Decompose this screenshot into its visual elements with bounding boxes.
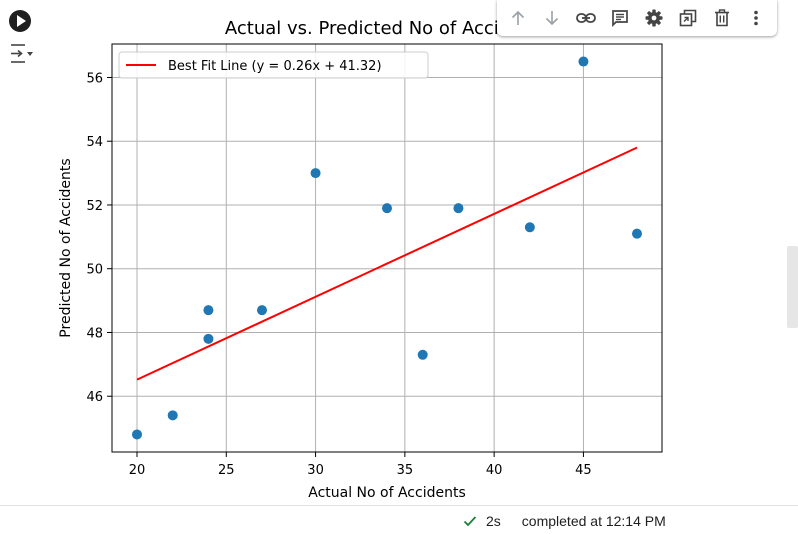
y-tick-label: 48 [86,326,103,341]
more-actions-button[interactable] [739,1,773,35]
data-point [310,168,321,179]
data-point [203,333,214,344]
x-tick-label: 35 [397,463,414,478]
x-axis-label: Actual No of Accidents [308,485,466,501]
move-up-button[interactable] [501,1,535,35]
data-point [203,305,214,316]
run-cell-button[interactable] [9,10,31,32]
y-tick-label: 52 [86,199,103,214]
vertical-scrollbar[interactable] [787,246,798,328]
add-comment-button[interactable] [603,1,637,35]
data-point [382,203,392,214]
trash-icon [715,9,729,27]
x-tick-label: 25 [218,463,235,478]
data-point [453,203,464,214]
comment-icon [612,10,628,28]
mirror-cell-icon [679,9,697,27]
x-tick-label: 45 [575,463,592,478]
x-tick-label: 30 [307,463,324,478]
arrow-up-icon [511,10,525,25]
data-point [417,349,428,360]
chart-output: 20 25 30 35 40 45 46 48 50 52 54 56 Actual vs. Pred… [52,0,672,505]
more-vert-icon [754,10,758,26]
link-icon [576,13,596,23]
mirror-cell-button[interactable] [671,1,705,35]
plot-frame [111,43,663,453]
y-tick-label: 50 [86,263,103,278]
cell-gutter [0,0,44,534]
data-point [578,56,589,67]
check-icon [463,516,477,527]
best-fit-line [136,146,638,381]
data-point [132,429,142,440]
x-tick-label: 20 [129,463,146,478]
cell-status-bar: 2s completed at 12:14 PM [0,505,798,534]
y-axis-label: Predicted No of Accidents [58,158,74,337]
y-tick-label: 54 [86,135,103,150]
data-point [632,228,642,239]
output-toggle-button[interactable] [9,42,35,66]
move-down-button[interactable] [535,1,569,35]
execution-duration: 2s [486,513,501,529]
cell-settings-button[interactable] [637,1,671,35]
output-collapse-icon [11,44,33,63]
x-tick-label: 40 [486,463,503,478]
scatter-chart: 20 25 30 35 40 45 46 48 50 52 54 56 Actual vs. Pred… [58,18,663,501]
cell-toolbar [497,0,777,36]
execution-status-text: completed at 12:14 PM [521,513,666,529]
data-point [524,222,535,233]
delete-cell-button[interactable] [705,1,739,35]
legend-label: Best Fit Line (y = 0.26x + 41.32) [168,59,382,74]
y-tick-label: 46 [86,390,103,405]
copy-link-button[interactable] [569,1,603,35]
gear-icon [645,9,663,27]
data-point [167,410,178,421]
y-tick-label: 56 [86,71,103,86]
legend-box [118,51,429,79]
arrow-down-icon [545,11,559,26]
chart-title: Actual vs. Predicted No of Accidents [225,18,549,39]
legend: Best Fit Line (y = 0.26x + 41.32) [118,51,429,79]
data-point [257,305,267,316]
